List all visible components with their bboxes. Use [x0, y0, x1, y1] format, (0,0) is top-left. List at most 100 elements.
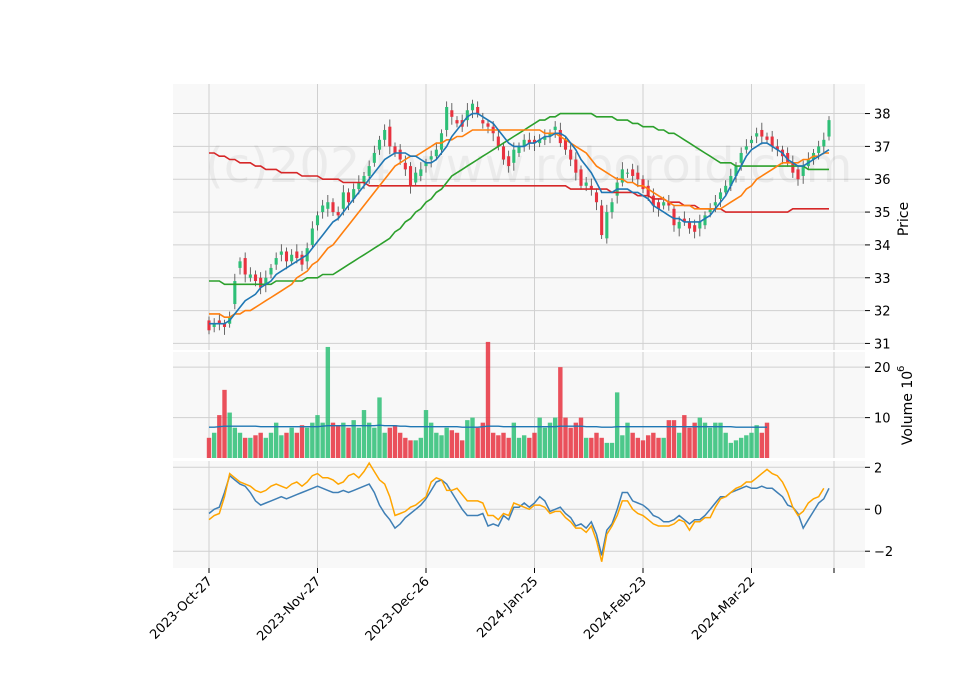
volume-bar	[573, 422, 579, 458]
ma-longest-line	[209, 152, 829, 213]
volume-bar	[268, 432, 274, 458]
volume-bar	[666, 420, 672, 458]
candle-body	[398, 149, 402, 160]
volume-bar	[723, 432, 728, 458]
volume-bar	[346, 427, 351, 458]
candle-body	[708, 208, 712, 213]
candle-body	[687, 221, 692, 229]
candle-body	[718, 192, 723, 199]
candle-body	[269, 267, 273, 275]
volume-bar	[630, 432, 635, 458]
ma-mid-line	[209, 129, 829, 318]
volume-bar	[428, 422, 434, 458]
price-y-tick-label: 34	[874, 239, 891, 254]
volume-bar	[583, 437, 589, 458]
candle-body	[651, 195, 655, 206]
candle-body	[760, 129, 764, 137]
candle-body	[486, 123, 490, 127]
volume-bar	[651, 432, 656, 458]
candle-body	[662, 202, 666, 206]
candle-body	[507, 156, 511, 167]
volume-bar	[501, 432, 506, 458]
price-y-tick-label: 35	[874, 206, 891, 221]
candle-body	[538, 139, 542, 144]
candle-body	[765, 136, 769, 140]
candle-body	[439, 133, 444, 150]
volume-bar	[351, 420, 356, 458]
candle-body	[481, 120, 485, 124]
volume-bar	[382, 432, 387, 458]
volume-bar	[439, 435, 444, 458]
candle-body	[341, 192, 345, 209]
volume-bar	[253, 435, 258, 458]
candle-body	[786, 152, 790, 163]
volume-bar	[490, 432, 496, 458]
volume-bar	[310, 422, 315, 458]
oscillator-orange-line	[208, 461, 825, 562]
volume-bar	[372, 427, 377, 458]
volume-bar	[656, 437, 661, 458]
candle-body	[517, 146, 521, 153]
osc-y-tick-label: 0	[874, 503, 882, 518]
volume-bar	[325, 346, 331, 458]
volume-bar	[749, 432, 754, 458]
volume-bar	[304, 427, 310, 458]
volume-bar	[563, 417, 568, 458]
candle-body	[579, 169, 583, 186]
price-axis-label: Price	[896, 202, 912, 236]
candle-body	[610, 202, 614, 213]
volume-bar	[263, 437, 269, 458]
candle-body	[527, 139, 531, 144]
candle-body	[315, 215, 320, 226]
candle-body	[408, 166, 413, 186]
volume-bar	[604, 442, 610, 458]
volume-bar	[671, 420, 677, 458]
volume-bar	[620, 435, 625, 458]
price-y-tick-label: 32	[874, 305, 891, 320]
volume-bar	[330, 422, 336, 458]
volume-bar	[599, 437, 604, 458]
candle-body	[734, 166, 738, 176]
volume-bar	[418, 437, 424, 458]
volume-bar	[454, 432, 460, 458]
volume-bar	[444, 427, 449, 458]
candle-body	[207, 320, 211, 331]
volume-bar	[537, 417, 542, 458]
volume-bar	[403, 437, 408, 458]
volume-bar	[475, 427, 480, 458]
volume-bar	[315, 415, 320, 458]
x-tick-label: 2024-Jan-25	[474, 574, 541, 641]
candle-body	[274, 258, 278, 265]
volume-bar	[217, 415, 222, 458]
candle-body	[749, 139, 754, 144]
candle-body	[346, 192, 351, 203]
volume-bar	[682, 415, 687, 458]
price-y-tick-label: 33	[874, 272, 891, 287]
volume-bar	[284, 432, 289, 458]
candle-body	[543, 136, 547, 140]
x-tick-label: 2023-Nov-27	[254, 574, 324, 644]
candle-body	[636, 172, 640, 180]
candle-body	[703, 215, 707, 226]
vol-y-tick-label: 10	[874, 412, 891, 427]
volume-bar	[506, 437, 511, 458]
candle-body	[563, 139, 568, 150]
volume-bar	[702, 422, 708, 458]
candle-body	[677, 221, 681, 229]
candle-body	[238, 261, 242, 268]
candle-body	[253, 274, 258, 282]
candle-body	[796, 169, 800, 180]
volume-bar	[594, 432, 599, 458]
candle-body	[284, 251, 289, 262]
volume-bar	[516, 437, 522, 458]
volume-bar	[542, 427, 548, 458]
volume-bar	[713, 422, 718, 458]
candle-body	[321, 205, 325, 213]
candle-body	[248, 274, 252, 278]
candle-body	[724, 185, 728, 193]
volume-bar	[377, 397, 382, 458]
candle-body	[393, 146, 397, 153]
candle-body	[817, 146, 821, 153]
volume-bar	[289, 427, 294, 458]
volume-bar	[635, 437, 641, 458]
